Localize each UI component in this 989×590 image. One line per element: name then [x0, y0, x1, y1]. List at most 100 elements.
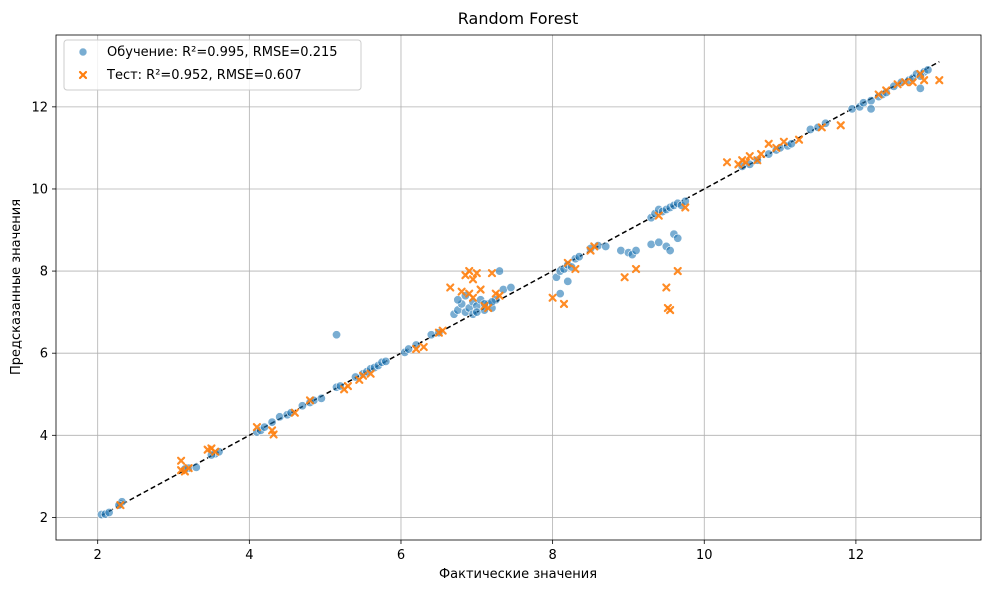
legend-label-test: Тест: R²=0.952, RMSE=0.607: [106, 68, 302, 83]
test-point: [764, 139, 773, 148]
test-point: [269, 430, 278, 439]
test-point: [673, 266, 682, 276]
test-point: [654, 211, 663, 220]
train-point: [680, 196, 690, 206]
train-point: [866, 96, 876, 106]
train-point: [487, 297, 497, 307]
plot-frame: [55, 34, 982, 541]
test-point: [358, 371, 368, 380]
test-point: [571, 264, 580, 274]
train-point: [275, 412, 285, 422]
test-point: [491, 289, 500, 298]
test-point: [893, 80, 902, 89]
legend-marker-test: [78, 70, 88, 80]
legend-box: [63, 39, 362, 91]
train-point: [574, 252, 584, 262]
legend-label-train: Обучение: R²=0.995, RMSE=0.215: [107, 45, 338, 60]
x-axis: 2 4 6 8 10 12: [94, 540, 865, 563]
test-point: [757, 149, 766, 159]
train-point: [381, 356, 391, 366]
test-point: [563, 258, 572, 267]
test-point: [472, 269, 481, 278]
train-point: [631, 246, 641, 256]
train-point: [555, 289, 565, 299]
train-point: [332, 330, 342, 340]
train-point: [404, 344, 414, 354]
test-point: [465, 266, 474, 276]
x-tick-label: 2: [94, 548, 102, 563]
test-point: [446, 283, 455, 292]
train-point: [616, 246, 626, 256]
train-point: [191, 462, 201, 472]
test-point: [920, 76, 929, 85]
train-point: [764, 149, 774, 159]
test-point: [465, 289, 474, 298]
train-point: [858, 98, 868, 108]
test-point: [681, 203, 690, 212]
test-point: [662, 283, 671, 292]
test-point: [882, 86, 891, 95]
train-point: [316, 393, 326, 403]
x-tick-label: 10: [696, 548, 713, 563]
test-point: [548, 293, 557, 302]
test-point: [916, 69, 925, 79]
test-point: [620, 273, 629, 282]
x-tick-label: 6: [397, 548, 405, 563]
train-point: [786, 139, 796, 149]
y-tick-label: 4: [40, 429, 48, 444]
train-point: [563, 276, 573, 286]
y-axis-title: Предсказанные значения: [9, 199, 24, 375]
x-axis-title: Фактические значения: [439, 567, 597, 582]
test-point: [438, 326, 447, 335]
test-point: [901, 78, 910, 87]
test-point: [211, 447, 220, 456]
test-point: [753, 156, 762, 165]
test-point: [908, 78, 917, 87]
train-point: [267, 417, 277, 427]
train-point: [104, 507, 114, 517]
test-point: [590, 242, 599, 251]
y-tick-label: 6: [40, 347, 48, 362]
test-point: [419, 342, 428, 352]
train-point: [805, 124, 815, 134]
test-point: [874, 90, 883, 99]
train-point: [646, 239, 656, 249]
test-point: [305, 396, 315, 405]
reference-line: [101, 61, 940, 517]
series-test: [116, 69, 944, 510]
y-tick-label: 10: [31, 182, 48, 197]
test-point: [177, 456, 186, 465]
train-point: [506, 282, 516, 292]
y-tick-label: 2: [40, 511, 48, 526]
x-tick-label: 4: [245, 548, 253, 563]
legend-marker-train: [78, 47, 88, 57]
train-point: [495, 266, 505, 276]
y-tick-label: 12: [31, 100, 48, 115]
test-point: [484, 303, 493, 313]
test-point: [116, 501, 125, 510]
train-point: [453, 295, 463, 305]
test-point: [457, 287, 466, 296]
test-point: [745, 152, 754, 161]
legend: Обучение: R²=0.995, RMSE=0.215 Тест: R²=…: [63, 39, 362, 91]
test-point: [779, 137, 788, 146]
train-point: [745, 159, 755, 169]
test-point: [252, 422, 262, 432]
train-point: [601, 241, 611, 251]
x-tick-label: 8: [548, 548, 556, 563]
train-point: [915, 83, 925, 93]
train-point: [847, 104, 857, 114]
train-point: [654, 237, 664, 247]
train-point: [472, 307, 482, 317]
test-point: [794, 135, 804, 144]
test-point: [935, 76, 944, 85]
test-point: [817, 123, 826, 132]
test-point: [468, 275, 478, 284]
train-point: [260, 422, 270, 432]
train-point: [889, 81, 899, 91]
test-point: [495, 291, 504, 300]
test-point: [184, 464, 193, 473]
x-tick-label: 12: [848, 548, 865, 563]
y-tick-label: 8: [40, 265, 48, 280]
